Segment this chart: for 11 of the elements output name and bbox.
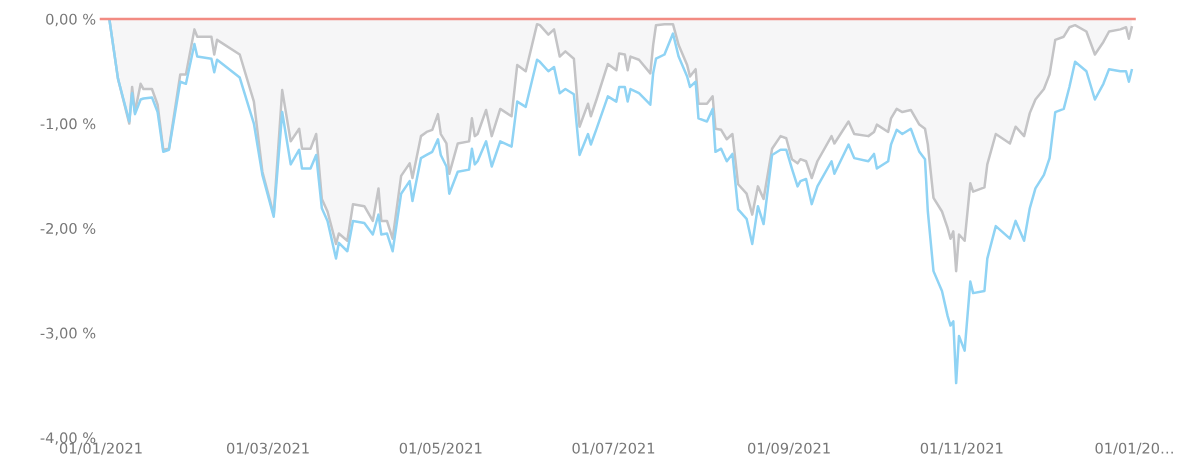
x-tick-label: 01/09/2021 [748,442,830,455]
y-tick-label: 0,00 % [46,13,96,27]
x-tick-label: 01/11/2021 [920,442,1003,455]
y-tick-label: -2,00 % [40,222,96,236]
line-series [108,18,1133,385]
x-tick-label: 01/01/20… [1095,442,1173,455]
y-tick-label: -3,00 % [40,327,96,341]
x-tick-label: 01/07/2021 [572,442,655,455]
x-tick-label: 01/05/2021 [399,442,482,455]
y-tick-label: -1,00 % [40,118,96,131]
x-tick-label: 01/03/2021 [226,442,309,455]
